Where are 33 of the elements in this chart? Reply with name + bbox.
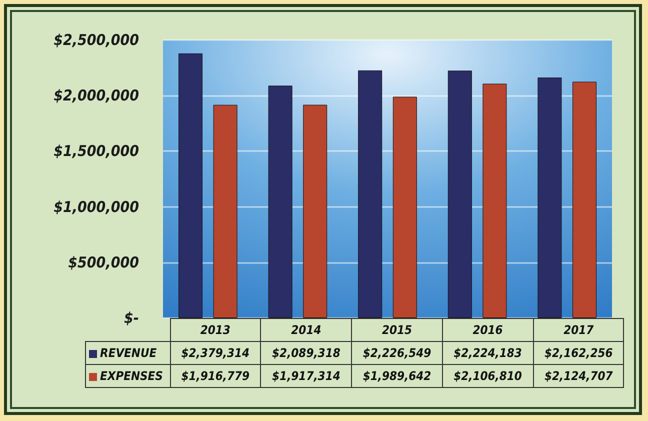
bar xyxy=(213,104,238,318)
y-tick-label: $- xyxy=(124,309,139,327)
bar xyxy=(392,96,417,318)
legend-label: EXPENSES xyxy=(86,364,170,388)
bar xyxy=(538,78,562,318)
data-label: $2,106,810 xyxy=(442,364,534,388)
data-label: $2,089,318 xyxy=(260,342,352,364)
data-label: $1,917,314 xyxy=(260,364,352,388)
bar xyxy=(358,70,382,318)
data-label: $1,916,779 xyxy=(170,364,261,388)
x-tick-label: 2013 xyxy=(170,318,261,342)
data-label: $1,989,642 xyxy=(352,364,442,388)
y-tick-label: $1,000,000 xyxy=(54,198,139,216)
x-tick-label: 2015 xyxy=(352,318,442,342)
bar xyxy=(448,70,472,318)
bar xyxy=(303,104,328,318)
y-tick-label: $500,000 xyxy=(68,253,139,272)
x-tick-label: 2017 xyxy=(533,318,624,342)
y-tick-label: $2,500,000 xyxy=(54,31,139,49)
data-label: $2,162,256 xyxy=(533,342,624,364)
bar xyxy=(572,82,596,318)
data-label: $2,224,183 xyxy=(442,342,534,364)
data-label: $2,379,314 xyxy=(170,342,261,364)
x-tick-label: 2014 xyxy=(260,318,352,342)
y-tick-label: $1,500,000 xyxy=(54,142,139,160)
bar xyxy=(178,53,202,318)
bar xyxy=(482,84,507,318)
bar xyxy=(268,86,292,318)
y-tick-label: $2,000,000 xyxy=(54,86,139,105)
x-tick-label: 2016 xyxy=(442,318,534,342)
data-label: $2,226,549 xyxy=(352,342,442,364)
data-label: $2,124,707 xyxy=(533,364,624,388)
text: REVENUE xyxy=(86,342,170,364)
